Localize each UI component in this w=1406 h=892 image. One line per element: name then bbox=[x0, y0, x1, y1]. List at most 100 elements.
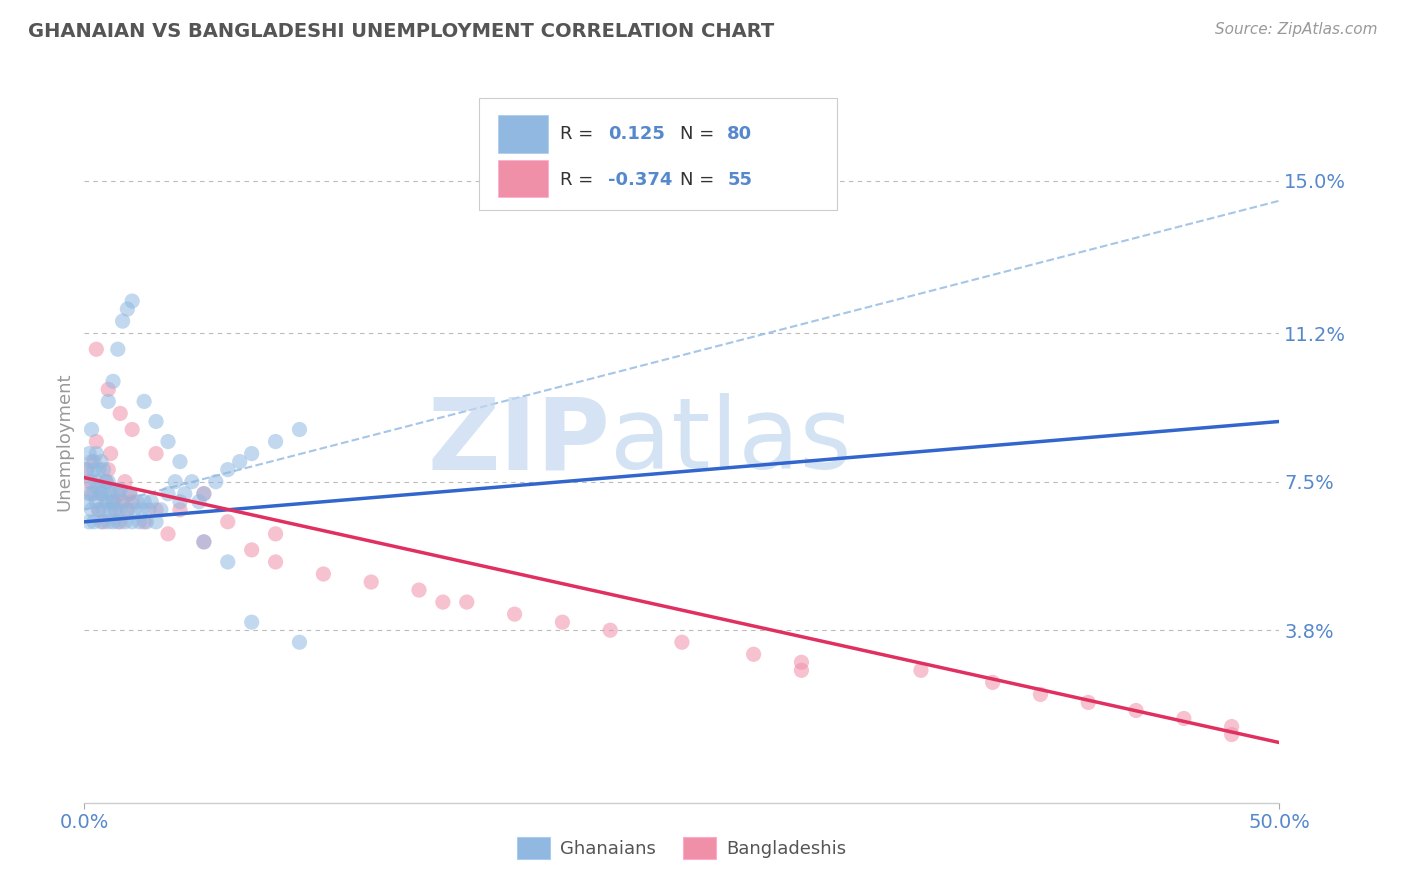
Point bbox=[77, 475, 100, 489]
Y-axis label: Unemployment: Unemployment bbox=[55, 372, 73, 511]
Point bbox=[101, 374, 124, 388]
Point bbox=[80, 487, 103, 501]
Point bbox=[188, 494, 211, 508]
Point bbox=[456, 595, 478, 609]
Point bbox=[121, 423, 143, 437]
Point bbox=[503, 607, 526, 621]
Point bbox=[118, 487, 141, 501]
Point bbox=[193, 487, 215, 501]
Point bbox=[87, 502, 110, 516]
Point bbox=[97, 394, 120, 409]
Point bbox=[1173, 712, 1195, 726]
Point bbox=[110, 483, 132, 497]
Point bbox=[110, 407, 132, 421]
Point bbox=[77, 515, 100, 529]
Point bbox=[169, 454, 191, 469]
Point bbox=[157, 434, 180, 449]
Point bbox=[83, 515, 105, 529]
Point bbox=[145, 446, 167, 460]
Point bbox=[86, 475, 108, 489]
Point bbox=[97, 515, 120, 529]
Point bbox=[110, 515, 132, 529]
Point bbox=[93, 515, 115, 529]
Point bbox=[217, 462, 239, 476]
Point bbox=[1077, 696, 1099, 710]
Point bbox=[193, 534, 215, 549]
Point bbox=[125, 494, 148, 508]
Point bbox=[132, 494, 156, 508]
Point bbox=[76, 462, 98, 476]
Point bbox=[288, 423, 311, 437]
Point bbox=[135, 515, 157, 529]
Text: atlas: atlas bbox=[610, 393, 852, 490]
Point bbox=[169, 494, 191, 508]
Point bbox=[145, 515, 167, 529]
Point bbox=[87, 502, 110, 516]
Point bbox=[104, 502, 127, 516]
FancyBboxPatch shape bbox=[498, 160, 548, 197]
Point bbox=[117, 502, 139, 516]
Point bbox=[93, 502, 115, 516]
Point bbox=[240, 542, 263, 557]
Point bbox=[138, 502, 160, 516]
Point bbox=[124, 502, 146, 516]
Point bbox=[87, 462, 110, 476]
Point bbox=[111, 494, 134, 508]
Point bbox=[117, 502, 139, 516]
Point bbox=[104, 502, 127, 516]
Point bbox=[76, 494, 98, 508]
Point bbox=[217, 515, 239, 529]
Point bbox=[240, 615, 263, 630]
Point bbox=[101, 515, 124, 529]
Point bbox=[157, 526, 180, 541]
Point bbox=[742, 648, 765, 662]
Point bbox=[165, 475, 187, 489]
Point bbox=[111, 314, 134, 328]
Text: 55: 55 bbox=[727, 171, 752, 189]
Point bbox=[90, 454, 112, 469]
Point bbox=[128, 515, 150, 529]
Point bbox=[132, 394, 156, 409]
Point bbox=[76, 462, 98, 476]
Point bbox=[132, 515, 156, 529]
Point bbox=[145, 502, 167, 516]
Point bbox=[107, 342, 129, 356]
Point bbox=[157, 487, 180, 501]
Point bbox=[599, 623, 621, 637]
FancyBboxPatch shape bbox=[479, 98, 838, 211]
Point bbox=[121, 494, 143, 508]
Legend: Ghanaians, Bangladeshis: Ghanaians, Bangladeshis bbox=[510, 830, 853, 866]
Point bbox=[90, 487, 112, 501]
Text: N =: N = bbox=[679, 125, 720, 143]
Point bbox=[1125, 703, 1147, 717]
Point bbox=[94, 475, 117, 489]
Point bbox=[110, 502, 132, 516]
Text: R =: R = bbox=[560, 171, 599, 189]
Point bbox=[97, 382, 120, 396]
Point bbox=[121, 515, 143, 529]
Point bbox=[83, 462, 105, 476]
Point bbox=[790, 664, 813, 678]
Point bbox=[90, 515, 112, 529]
Point bbox=[107, 487, 129, 501]
Point bbox=[181, 475, 204, 489]
Point bbox=[86, 446, 108, 460]
Text: Source: ZipAtlas.com: Source: ZipAtlas.com bbox=[1215, 22, 1378, 37]
Text: R =: R = bbox=[560, 125, 599, 143]
Point bbox=[173, 487, 195, 501]
Point bbox=[169, 502, 191, 516]
Point bbox=[121, 293, 143, 308]
Point bbox=[114, 475, 136, 489]
Text: ZIP: ZIP bbox=[427, 393, 610, 490]
Point bbox=[217, 555, 239, 569]
Point bbox=[141, 494, 163, 508]
Point bbox=[114, 515, 136, 529]
Point bbox=[83, 487, 105, 501]
Point bbox=[432, 595, 454, 609]
Point bbox=[93, 483, 115, 497]
Point bbox=[264, 526, 287, 541]
Point bbox=[80, 423, 103, 437]
Point bbox=[100, 487, 122, 501]
Point bbox=[981, 675, 1004, 690]
Point bbox=[100, 502, 122, 516]
